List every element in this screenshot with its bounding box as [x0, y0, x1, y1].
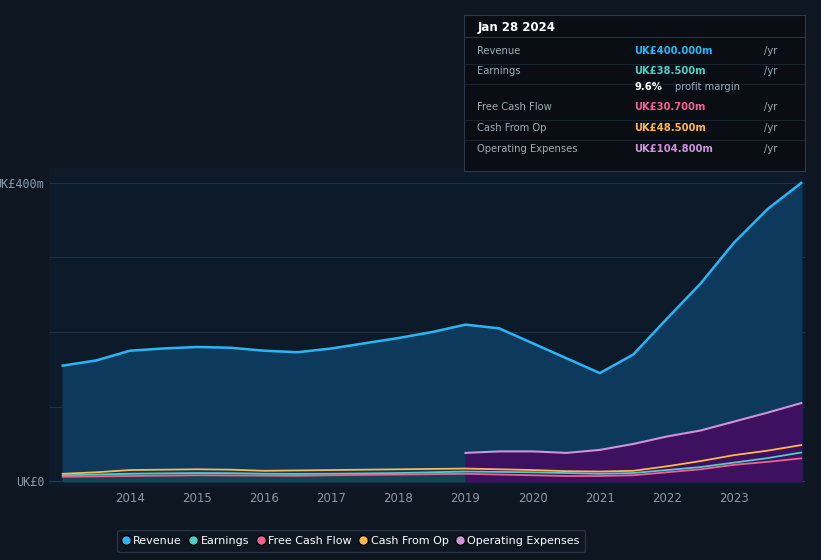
Text: UK£30.700m: UK£30.700m	[635, 102, 705, 113]
Text: Cash From Op: Cash From Op	[478, 123, 547, 133]
Text: Jan 28 2024: Jan 28 2024	[478, 21, 556, 34]
Text: Revenue: Revenue	[478, 46, 521, 56]
Text: Earnings: Earnings	[478, 67, 521, 77]
Legend: Revenue, Earnings, Free Cash Flow, Cash From Op, Operating Expenses: Revenue, Earnings, Free Cash Flow, Cash …	[117, 530, 585, 552]
Text: /yr: /yr	[764, 123, 777, 133]
Text: /yr: /yr	[764, 46, 777, 56]
Text: profit margin: profit margin	[675, 82, 740, 92]
Text: /yr: /yr	[764, 67, 777, 77]
Text: Free Cash Flow: Free Cash Flow	[478, 102, 553, 113]
Text: UK£38.500m: UK£38.500m	[635, 67, 706, 77]
Text: UK£104.800m: UK£104.800m	[635, 144, 713, 155]
Text: 9.6%: 9.6%	[635, 82, 662, 92]
Text: Operating Expenses: Operating Expenses	[478, 144, 578, 155]
Text: UK£400.000m: UK£400.000m	[635, 46, 713, 56]
Text: /yr: /yr	[764, 144, 777, 155]
Text: UK£48.500m: UK£48.500m	[635, 123, 706, 133]
Text: /yr: /yr	[764, 102, 777, 113]
